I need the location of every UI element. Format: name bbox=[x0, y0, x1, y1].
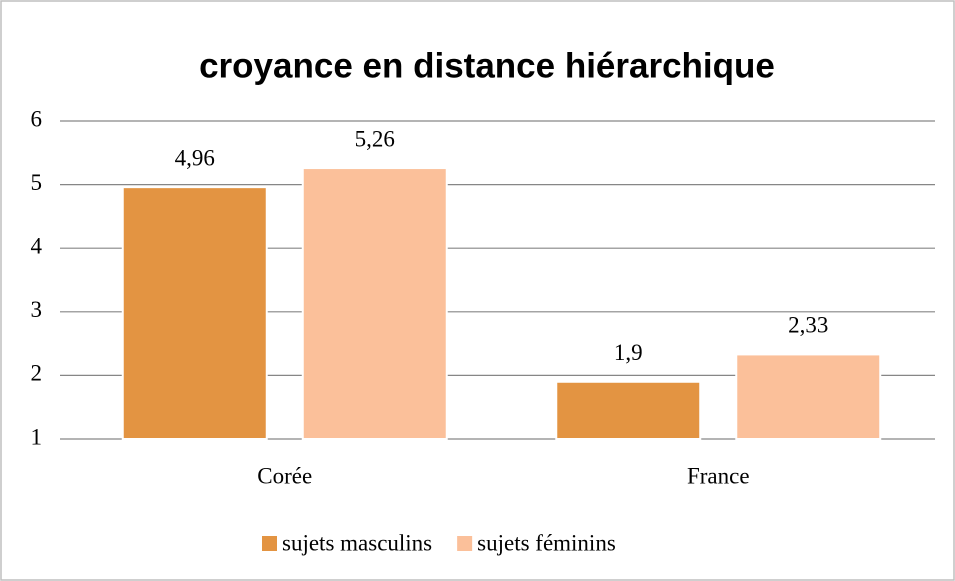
bar bbox=[301, 167, 448, 440]
y-tick-label: 2 bbox=[31, 361, 43, 386]
legend-swatch bbox=[457, 536, 473, 551]
data-label: 5,26 bbox=[355, 126, 395, 151]
x-tick-label: France bbox=[687, 463, 750, 488]
data-label: 1,9 bbox=[614, 340, 643, 365]
bar bbox=[555, 380, 702, 441]
y-tick-label: 3 bbox=[31, 297, 43, 322]
y-tick-label: 5 bbox=[31, 170, 43, 195]
legend-label: sujets féminins bbox=[477, 530, 616, 555]
y-tick-label: 4 bbox=[31, 233, 43, 258]
bar bbox=[735, 353, 882, 440]
y-tick-label: 1 bbox=[31, 424, 43, 449]
legend-swatch bbox=[262, 536, 277, 551]
bar bbox=[121, 186, 268, 440]
legend-label: sujets masculins bbox=[282, 530, 432, 555]
data-label: 2,33 bbox=[788, 313, 828, 338]
chart-title: croyance en distance hiérarchique bbox=[199, 46, 775, 85]
x-tick-label: Corée bbox=[257, 463, 312, 488]
data-label: 4,96 bbox=[175, 145, 215, 170]
y-tick-label: 6 bbox=[31, 106, 43, 131]
